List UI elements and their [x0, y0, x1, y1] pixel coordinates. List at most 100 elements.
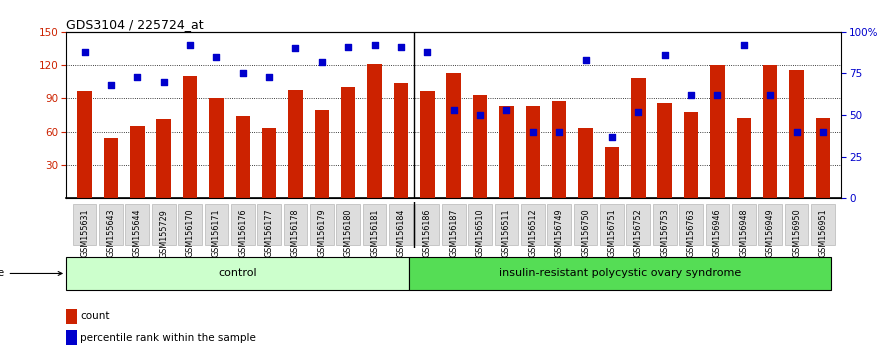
FancyBboxPatch shape: [416, 204, 440, 246]
FancyBboxPatch shape: [125, 204, 149, 246]
Text: GSM156751: GSM156751: [607, 209, 617, 257]
Point: [789, 129, 803, 135]
FancyBboxPatch shape: [785, 204, 809, 246]
Text: GSM156950: GSM156950: [792, 209, 801, 257]
Point: [632, 109, 646, 115]
Bar: [816, 118, 830, 198]
Text: GSM156177: GSM156177: [264, 209, 274, 257]
Text: GSM156186: GSM156186: [423, 209, 432, 257]
Point: [500, 107, 514, 113]
Bar: [341, 87, 356, 198]
FancyBboxPatch shape: [409, 257, 831, 290]
Text: control: control: [218, 268, 256, 279]
FancyBboxPatch shape: [152, 204, 175, 246]
FancyBboxPatch shape: [204, 204, 228, 246]
Text: GSM156511: GSM156511: [502, 209, 511, 257]
Point: [473, 112, 487, 118]
Text: GSM156178: GSM156178: [291, 209, 300, 257]
Bar: [66, 309, 77, 324]
Text: GSM155644: GSM155644: [133, 209, 142, 257]
Point: [579, 57, 593, 63]
Point: [341, 44, 355, 50]
Point: [236, 71, 250, 76]
Text: GSM156184: GSM156184: [396, 209, 405, 257]
Bar: [78, 91, 92, 198]
Bar: [578, 129, 593, 198]
Bar: [684, 112, 699, 198]
Point: [130, 74, 144, 80]
Bar: [657, 103, 672, 198]
Bar: [104, 138, 118, 198]
FancyBboxPatch shape: [732, 204, 756, 246]
FancyBboxPatch shape: [653, 204, 677, 246]
Point: [447, 107, 461, 113]
Bar: [710, 65, 725, 198]
Bar: [631, 79, 646, 198]
Bar: [500, 106, 514, 198]
Text: GSM156510: GSM156510: [476, 209, 485, 257]
Text: GSM156170: GSM156170: [186, 209, 195, 257]
Point: [605, 134, 619, 139]
Text: GSM156181: GSM156181: [370, 209, 379, 257]
Bar: [315, 109, 329, 198]
FancyBboxPatch shape: [811, 204, 835, 246]
Point: [104, 82, 118, 88]
Bar: [789, 70, 803, 198]
Text: GSM156949: GSM156949: [766, 209, 774, 257]
FancyBboxPatch shape: [231, 204, 255, 246]
Text: disease state: disease state: [0, 268, 62, 279]
Text: GSM156750: GSM156750: [581, 209, 590, 257]
FancyBboxPatch shape: [626, 204, 650, 246]
Text: GSM156171: GSM156171: [212, 209, 221, 257]
Text: count: count: [80, 311, 109, 321]
Bar: [130, 126, 144, 198]
Point: [210, 54, 224, 59]
Point: [420, 49, 434, 55]
FancyBboxPatch shape: [310, 204, 334, 246]
FancyBboxPatch shape: [679, 204, 703, 246]
Point: [737, 42, 751, 48]
FancyBboxPatch shape: [706, 204, 729, 246]
Text: GSM155729: GSM155729: [159, 209, 168, 258]
Point: [183, 42, 197, 48]
Text: GSM155631: GSM155631: [80, 209, 89, 257]
Bar: [763, 65, 777, 198]
Point: [816, 129, 830, 135]
FancyBboxPatch shape: [521, 204, 544, 246]
Text: insulin-resistant polycystic ovary syndrome: insulin-resistant polycystic ovary syndr…: [499, 268, 741, 279]
Bar: [447, 73, 461, 198]
Text: GSM156512: GSM156512: [529, 209, 537, 257]
Point: [367, 42, 381, 48]
FancyBboxPatch shape: [257, 204, 281, 246]
Text: GSM156179: GSM156179: [317, 209, 326, 257]
Text: GSM156946: GSM156946: [713, 209, 722, 257]
Bar: [737, 118, 751, 198]
Text: percentile rank within the sample: percentile rank within the sample: [80, 332, 256, 343]
Bar: [367, 64, 381, 198]
Text: GSM156752: GSM156752: [633, 209, 643, 257]
FancyBboxPatch shape: [468, 204, 492, 246]
FancyBboxPatch shape: [759, 204, 782, 246]
Bar: [420, 91, 434, 198]
FancyBboxPatch shape: [99, 204, 122, 246]
Point: [684, 92, 698, 98]
Point: [552, 129, 566, 135]
Point: [763, 92, 777, 98]
FancyBboxPatch shape: [547, 204, 571, 246]
Point: [288, 46, 302, 51]
Point: [657, 52, 671, 58]
Bar: [182, 76, 197, 198]
Text: GDS3104 / 225724_at: GDS3104 / 225724_at: [66, 18, 204, 31]
Point: [526, 129, 540, 135]
Text: GSM156951: GSM156951: [818, 209, 827, 257]
FancyBboxPatch shape: [284, 204, 307, 246]
Text: GSM156763: GSM156763: [686, 209, 695, 257]
Text: GSM156753: GSM156753: [660, 209, 670, 257]
FancyBboxPatch shape: [494, 204, 518, 246]
Bar: [394, 83, 408, 198]
FancyBboxPatch shape: [574, 204, 597, 246]
Text: GSM155643: GSM155643: [107, 209, 115, 257]
Bar: [157, 120, 171, 198]
Bar: [473, 95, 487, 198]
Point: [157, 79, 171, 85]
